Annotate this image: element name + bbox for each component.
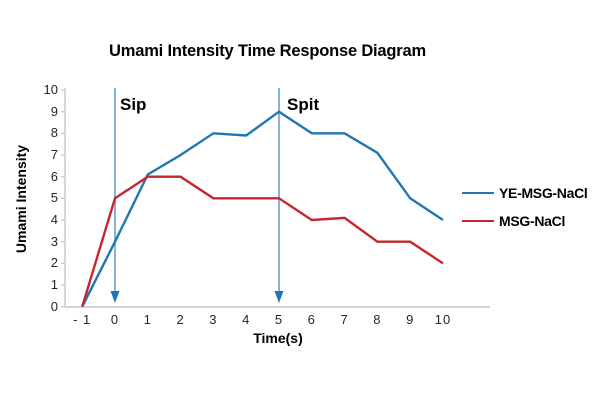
x-tick-label: - 1 — [73, 312, 92, 327]
x-tick-label: 1 — [143, 312, 152, 327]
down-arrow-icon — [274, 291, 284, 303]
x-tick-label: 6 — [307, 312, 316, 327]
x-tick-label: 7 — [340, 312, 349, 327]
legend-item: YE-MSG-NaCl — [462, 185, 588, 201]
y-tick-label: 9 — [50, 103, 58, 119]
series-line-msg-nacl — [81, 175, 444, 308]
x-tick-label: 10 — [434, 312, 452, 327]
y-tick-label: 6 — [50, 168, 58, 184]
x-tick-label: 2 — [176, 312, 185, 327]
x-tick-label: 8 — [373, 312, 382, 327]
x-tick-label: 3 — [209, 312, 218, 327]
chart-title: Umami Intensity Time Response Diagram — [109, 42, 426, 60]
y-tick-label: 2 — [50, 255, 58, 271]
annotation-spit-label: Spit — [287, 95, 320, 114]
legend-label: MSG-NaCl — [499, 213, 566, 229]
y-tick-label: 10 — [43, 82, 58, 97]
y-tick-label: 1 — [50, 277, 58, 293]
x-tick-label: 5 — [274, 312, 284, 327]
x-tick-label: 9 — [406, 312, 415, 327]
annotation-sip-label: Sip — [120, 95, 147, 114]
x-tick-label: 0 — [110, 312, 120, 327]
legend-label: YE-MSG-NaCl — [499, 185, 588, 201]
y-tick-label: 3 — [50, 233, 58, 249]
x-tick-label: 4 — [242, 312, 251, 327]
y-tick-label: 8 — [50, 125, 58, 141]
series-line-ye-msg-nacl — [81, 110, 444, 308]
y-tick-label: 0 — [50, 298, 58, 314]
legend-line-sample — [462, 220, 494, 222]
legend-line-sample — [462, 192, 494, 194]
down-arrow-icon — [110, 291, 120, 303]
x-axis-title: Time(s) — [253, 330, 303, 346]
y-tick-label: 7 — [50, 147, 58, 162]
legend-item: MSG-NaCl — [462, 213, 565, 229]
y-tick-label: 5 — [50, 190, 58, 206]
y-tick-label: 4 — [50, 212, 58, 228]
